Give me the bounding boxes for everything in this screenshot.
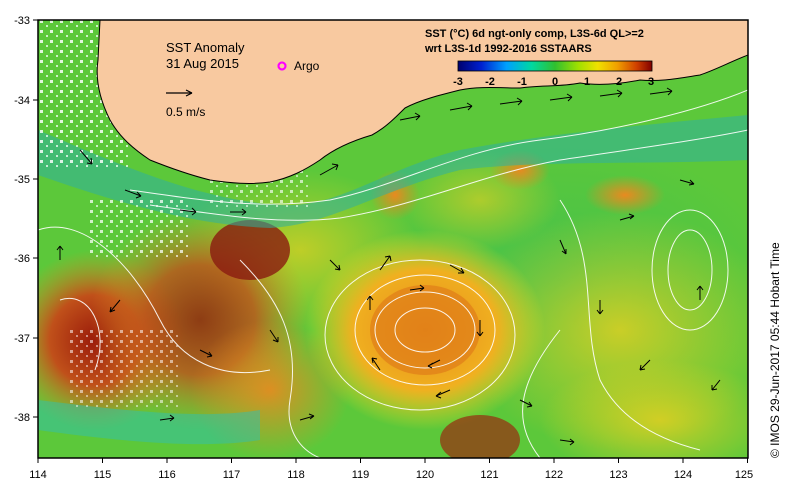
colorbar-tick-label: -1 xyxy=(517,76,527,88)
x-tick-label: 117 xyxy=(223,469,241,481)
x-axis: 114 115 116 117 118 119 120 121 122 123 … xyxy=(29,458,753,481)
x-tick-label: 115 xyxy=(94,469,112,481)
y-axis: -33 -34 -35 -36 -37 -38 xyxy=(14,15,38,424)
x-tick-label: 119 xyxy=(352,469,370,481)
contour-lines xyxy=(38,89,748,458)
map-title: SST Anomaly xyxy=(166,40,245,55)
x-tick-label: 124 xyxy=(674,469,692,481)
current-vectors xyxy=(56,87,721,446)
colorbar-tick-label: 0 xyxy=(552,76,558,88)
y-tick-label: -38 xyxy=(14,412,30,424)
scale-label: 0.5 m/s xyxy=(166,105,205,119)
colorbar-tick-label: 2 xyxy=(616,76,622,88)
credit-text: © IMOS 29-Jun-2017 05:44 Hobart Time xyxy=(768,242,782,458)
scale-arrow-icon xyxy=(166,89,193,97)
x-tick-label: 118 xyxy=(287,469,305,481)
x-tick-label: 125 xyxy=(735,469,753,481)
colorbar-tick-label: 3 xyxy=(648,76,654,88)
x-tick-label: 114 xyxy=(29,469,47,481)
legend-line-1: SST (°C) 6d ngt-only comp, L3S-6d QL>=2 xyxy=(425,28,644,40)
y-tick-label: -37 xyxy=(14,333,30,345)
map-frame xyxy=(37,19,749,459)
x-tick-label: 121 xyxy=(480,469,498,481)
sst-field xyxy=(38,20,748,458)
argo-legend-icon xyxy=(277,61,287,71)
colorbar-tick-label: 1 xyxy=(584,76,590,88)
x-tick-label: 116 xyxy=(158,469,176,481)
colorbar-ticks: -3 -2 -1 0 1 2 3 xyxy=(453,76,654,88)
map-date: 31 Aug 2015 xyxy=(166,56,239,71)
legend-line-2: wrt L3S-1d 1992-2016 SSTAARS xyxy=(424,43,592,55)
argo-label: Argo xyxy=(294,59,320,73)
y-tick-label: -35 xyxy=(14,174,30,186)
colorbar xyxy=(457,60,653,72)
y-tick-label: -33 xyxy=(14,15,30,27)
colorbar-tick-label: -2 xyxy=(485,76,495,88)
x-tick-label: 122 xyxy=(545,469,563,481)
x-tick-label: 120 xyxy=(416,469,434,481)
y-tick-label: -34 xyxy=(14,95,30,107)
y-tick-label: -36 xyxy=(14,253,30,265)
x-tick-label: 123 xyxy=(609,469,627,481)
colorbar-tick-label: -3 xyxy=(453,76,463,88)
